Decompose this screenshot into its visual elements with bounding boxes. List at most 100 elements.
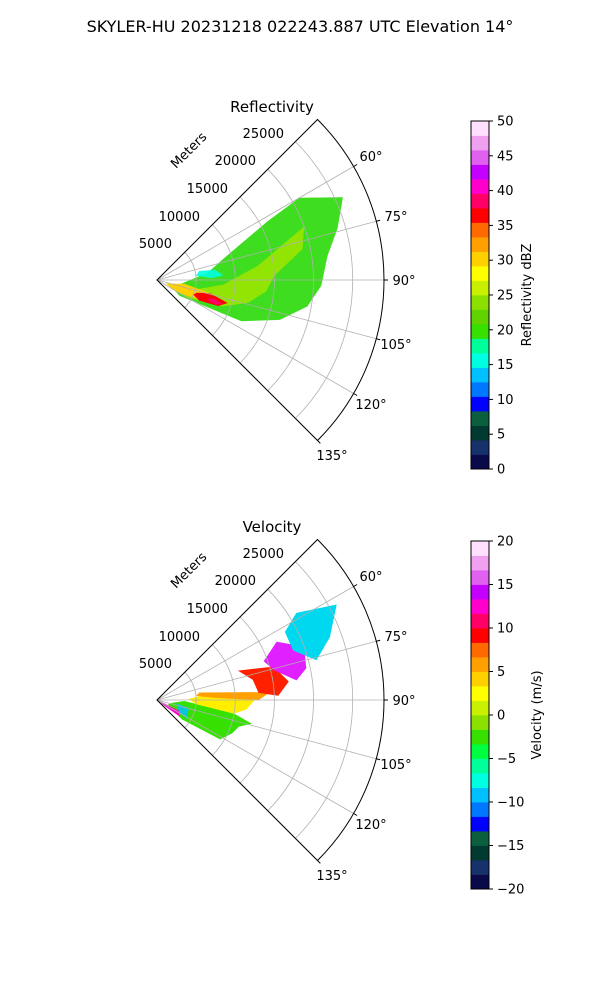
r-tick-label: 20000 — [215, 154, 256, 169]
colorbar-tick-label: −20 — [497, 883, 524, 898]
colorbar-swatch — [471, 671, 489, 687]
colorbar-swatch — [471, 222, 489, 238]
velocity-radial-label: Meters — [168, 550, 210, 592]
colorbar-swatch — [471, 541, 489, 556]
velocity-panel: Velocity Meters 5000 10000 15000 20000 2… — [139, 518, 545, 898]
colorbar-tick-label: 50 — [497, 115, 514, 130]
colorbar-swatch — [471, 454, 489, 470]
colorbar-swatch — [471, 295, 489, 310]
colorbar-swatch — [471, 353, 489, 368]
theta-tick-label: 135° — [316, 869, 347, 884]
colorbar-swatch — [471, 874, 489, 890]
theta-tick-label: 105° — [380, 338, 411, 353]
r-tick-label: 5000 — [139, 657, 172, 672]
colorbar-swatch — [471, 715, 489, 730]
colorbar-swatch — [471, 440, 489, 455]
theta-tick-label: 90° — [392, 274, 415, 289]
azimuth-spoke — [156, 586, 354, 701]
colorbar-swatch — [471, 367, 489, 383]
colorbar-swatch — [471, 628, 489, 643]
theta-tick — [317, 440, 321, 444]
colorbar-swatch — [471, 773, 489, 788]
theta-tick — [353, 393, 358, 396]
colorbar-tick-label: 35 — [497, 219, 514, 234]
azimuth-spoke — [156, 699, 354, 814]
theta-tick-label: 120° — [355, 398, 386, 413]
colorbar-swatch — [471, 729, 489, 745]
azimuth-spoke — [156, 699, 377, 760]
theta-tick — [317, 860, 321, 864]
colorbar-swatch — [471, 135, 489, 151]
colorbar-swatch — [471, 338, 489, 354]
colorbar-tick-label: 10 — [497, 393, 514, 408]
colorbar-tick-label: −5 — [497, 752, 516, 767]
colorbar-swatch — [471, 642, 489, 658]
colorbar-tick-label: −10 — [497, 796, 524, 811]
velocity-grid — [156, 538, 388, 864]
colorbar-tick-label: 40 — [497, 184, 514, 199]
velocity-theta-tick-labels: 60° 75° 90° 105° 120° 135° — [316, 570, 415, 884]
theta-tick — [376, 639, 381, 642]
colorbar-swatch — [471, 396, 489, 412]
colorbar-swatch — [471, 425, 489, 441]
azimuth-spoke — [156, 640, 377, 701]
colorbar-tick-label: −15 — [497, 839, 524, 854]
theta-tick — [376, 338, 381, 341]
colorbar-swatch — [471, 860, 489, 875]
velocity-r-tick-labels: 5000 10000 15000 20000 25000 — [139, 547, 284, 672]
colorbar-swatch — [471, 309, 489, 325]
reflectivity-r-tick-labels: 5000 10000 15000 20000 25000 — [139, 127, 284, 252]
colorbar-swatch — [471, 179, 489, 194]
colorbar-swatch — [471, 382, 489, 397]
colorbar-swatch — [471, 686, 489, 701]
colorbar-swatch — [471, 251, 489, 267]
reflectivity-theta-tick-labels: 60° 75° 90° 105° 120° 135° — [316, 150, 415, 464]
r-tick-label: 25000 — [243, 547, 284, 562]
reflectivity-field — [165, 197, 343, 322]
theta-tick — [353, 813, 358, 816]
r-tick-label: 15000 — [187, 182, 228, 197]
theta-tick-label: 60° — [359, 570, 382, 585]
colorbar-swatch — [471, 613, 489, 629]
reflectivity-panel: Reflectivity Meters 5000 10000 15000 200… — [139, 98, 535, 478]
colorbar-swatch — [471, 845, 489, 861]
colorbar-swatch — [471, 150, 489, 165]
r-tick-label: 15000 — [187, 602, 228, 617]
colorbar-tick-label: 10 — [497, 622, 514, 637]
colorbar-swatch — [471, 411, 489, 426]
theta-tick-label: 75° — [384, 630, 407, 645]
theta-tick — [376, 219, 381, 222]
velocity-orange-region — [195, 692, 271, 700]
theta-tick-label: 90° — [392, 694, 415, 709]
colorbar-swatch — [471, 700, 489, 716]
velocity-colorbar: −20 −15 −10 −5 0 5 10 15 20 — [470, 535, 524, 898]
colorbar-tick-label: 30 — [497, 254, 514, 269]
sector-frame — [156, 118, 385, 442]
colorbar-tick-label: 20 — [497, 535, 514, 550]
colorbar-tick-label: 5 — [497, 665, 505, 680]
colorbar-swatch — [471, 831, 489, 846]
colorbar-swatch — [471, 280, 489, 296]
azimuth-spoke — [156, 166, 354, 281]
reflectivity-colorbar: 0 5 10 15 20 25 30 35 40 45 50 — [470, 115, 514, 478]
reflectivity-grid — [156, 118, 388, 444]
colorbar-swatch — [471, 599, 489, 614]
colorbar-tick-label: 0 — [497, 463, 505, 478]
velocity-red-region — [237, 666, 289, 696]
theta-tick-label: 105° — [380, 758, 411, 773]
colorbar-tick-label: 5 — [497, 428, 505, 443]
colorbar-swatch — [471, 802, 489, 817]
r-tick-label: 25000 — [243, 127, 284, 142]
colorbar-swatch — [471, 570, 489, 585]
azimuth-spoke — [156, 279, 377, 340]
colorbar-tick-label: 15 — [497, 358, 514, 373]
colorbar-tick-label: 0 — [497, 709, 505, 724]
theta-tick — [376, 758, 381, 761]
colorbar-swatch — [471, 787, 489, 803]
azimuth-spoke — [156, 220, 377, 281]
echo-moderate-region — [178, 226, 305, 307]
theta-tick — [353, 164, 358, 167]
azimuth-spoke — [156, 279, 354, 394]
reflectivity-radial-label: Meters — [168, 130, 210, 172]
